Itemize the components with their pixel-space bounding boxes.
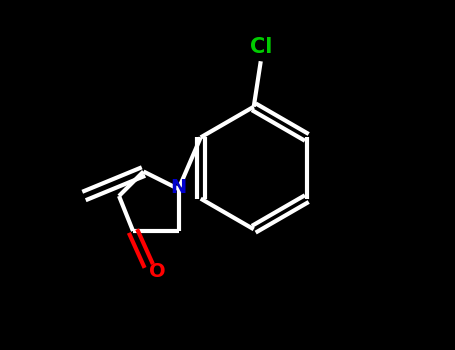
Text: O: O (149, 262, 166, 281)
Text: Cl: Cl (249, 37, 272, 57)
Text: N: N (170, 178, 187, 197)
